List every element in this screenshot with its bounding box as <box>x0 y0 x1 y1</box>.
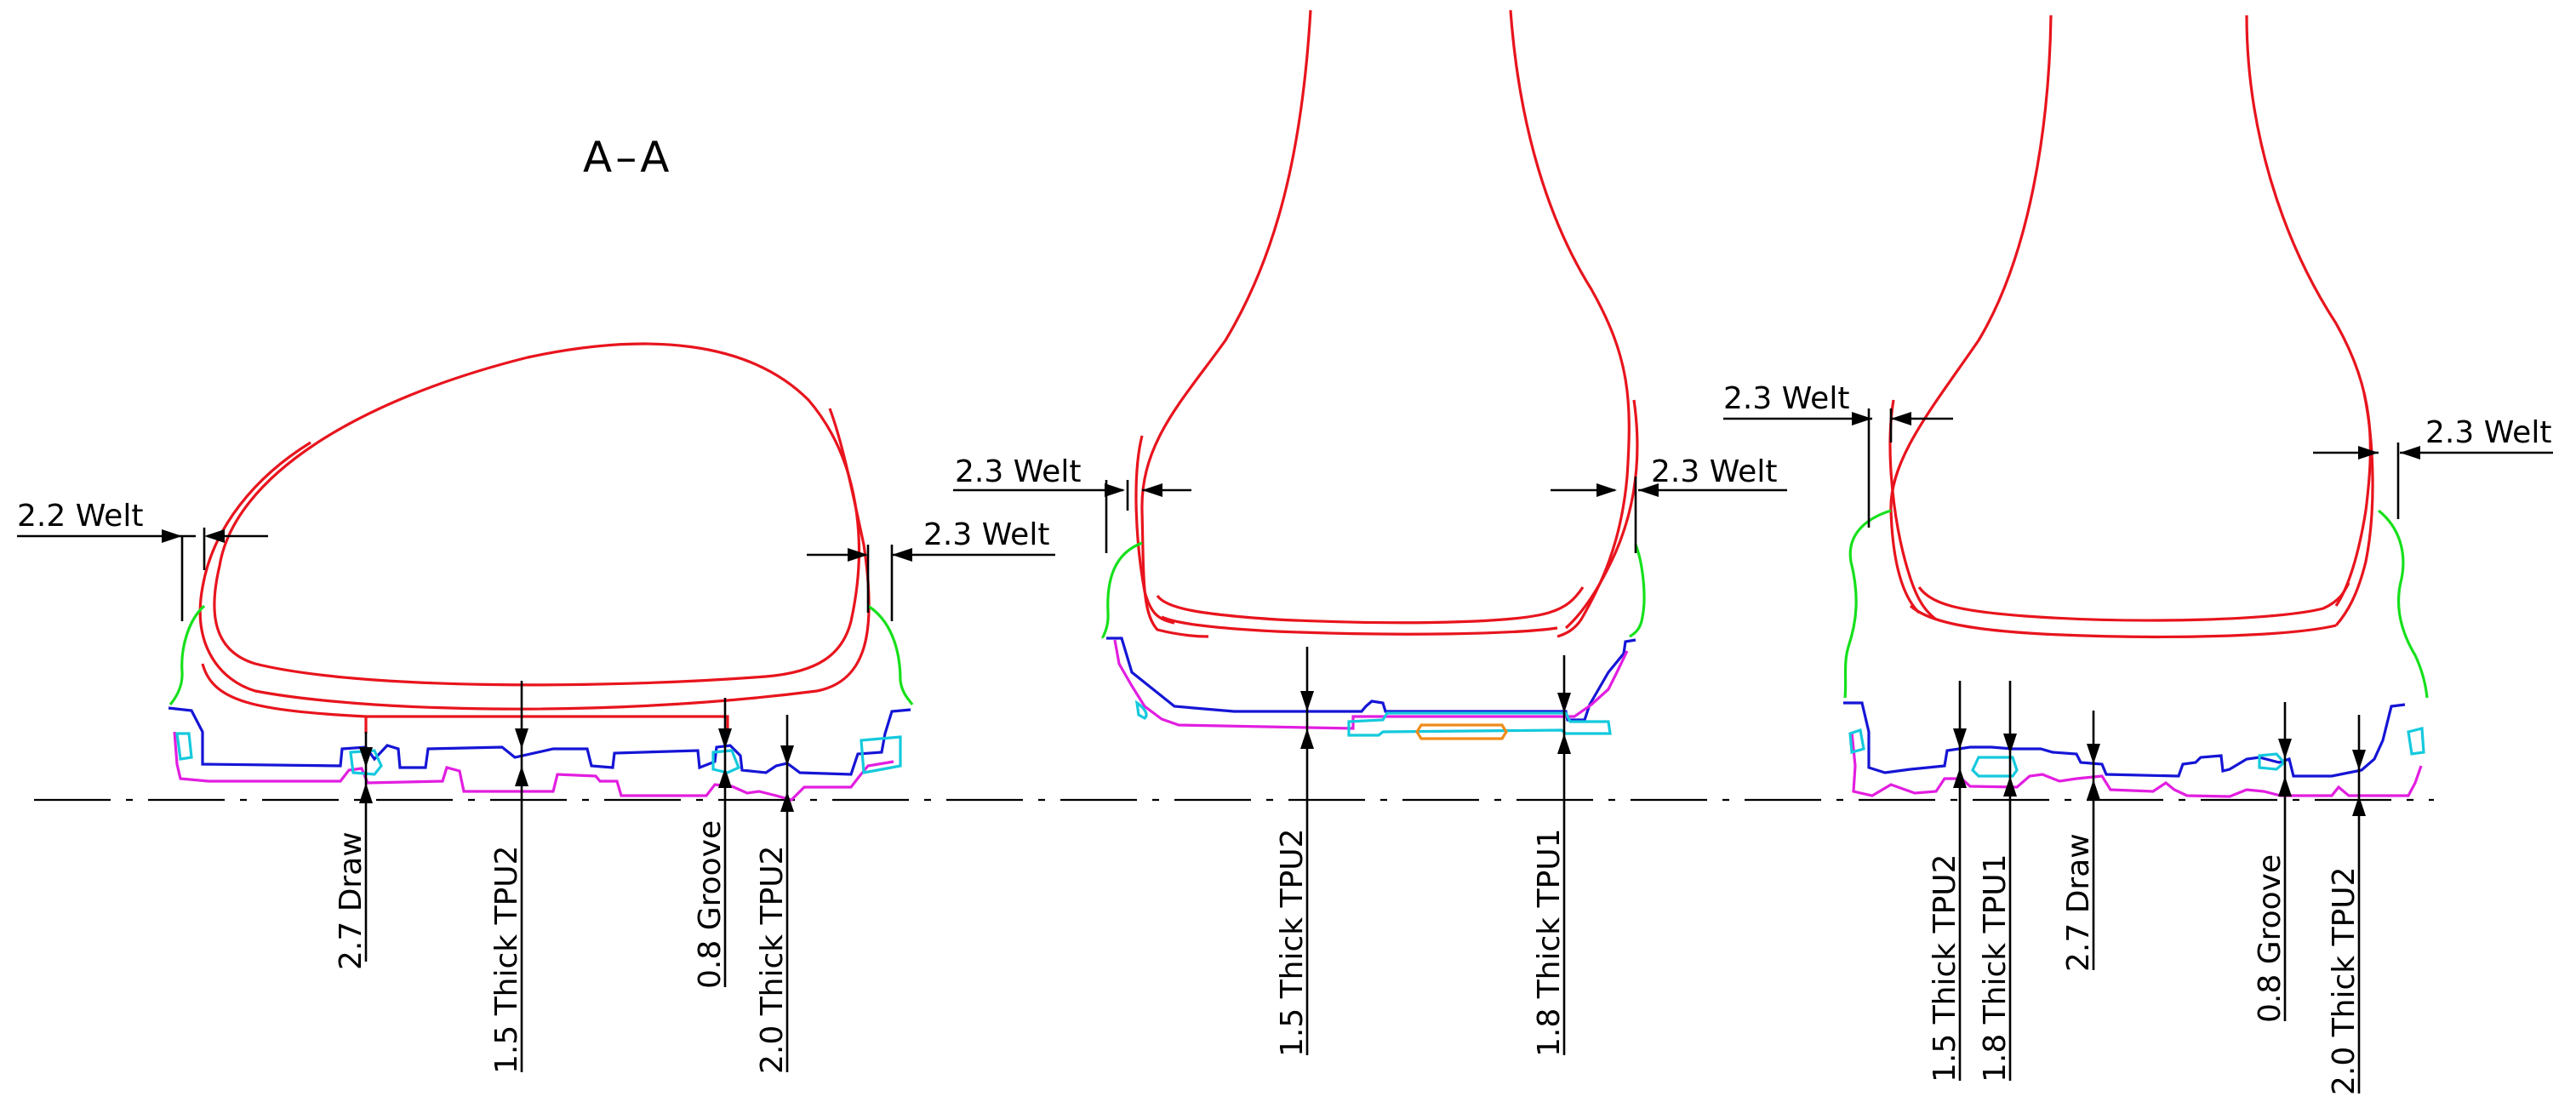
dim-arrow <box>359 783 373 803</box>
right-draw-label: 2.7 Draw <box>2061 833 2096 972</box>
dim-arrow <box>2087 744 2100 764</box>
left-insert-3 <box>860 735 902 774</box>
dim-arrow <box>1557 693 1571 713</box>
right-thick2-label: 1.8 Thick TPU1 <box>1978 854 2013 1082</box>
left-draw-label: 2.7 Draw <box>334 831 368 970</box>
right-welt-left <box>1843 509 1892 699</box>
right-thick1-label: 1.5 Thick TPU2 <box>1928 854 1962 1082</box>
left-insert-4 <box>175 732 193 761</box>
dim-arrow <box>162 529 182 543</box>
right-section-view: 2.3 Welt 2.3 Welt 1.5 Thick TPU2 1.8 Thi… <box>1723 14 2553 1095</box>
left-upper-inner <box>213 342 860 687</box>
dim-arrow <box>718 728 732 749</box>
right-insert-3 <box>1848 728 1865 755</box>
middle-welt-right <box>1629 544 1646 638</box>
dim-arrow <box>892 548 912 562</box>
middle-midsole <box>1106 637 1636 722</box>
middle-upper-left-outer <box>1140 9 1312 638</box>
dim-arrow <box>1852 412 1872 425</box>
dim-arrow <box>1953 728 1967 749</box>
dim-arrow <box>2003 734 2017 754</box>
dim-arrow <box>2358 446 2379 460</box>
middle-insert-1 <box>1347 711 1612 737</box>
dim-arrow <box>2003 776 2017 797</box>
middle-thick1-label: 1.5 Thick TPU2 <box>1275 828 1310 1057</box>
middle-thick2-label: 1.8 Thick TPU1 <box>1532 828 1567 1057</box>
dim-arrow <box>2400 446 2420 460</box>
dim-arrow <box>1300 728 1314 749</box>
dim-arrow <box>848 548 868 562</box>
right-insert-4 <box>2407 726 2425 756</box>
dim-arrow <box>1638 483 1659 497</box>
dim-arrow <box>1557 734 1571 754</box>
dim-arrow <box>1142 483 1162 497</box>
middle-welt-right-label: 2.3 Welt <box>1651 454 1777 489</box>
dim-arrow <box>1596 483 1617 497</box>
right-midsole <box>1843 701 2406 778</box>
section-title: A–A <box>583 133 672 182</box>
dim-arrow <box>204 529 225 543</box>
right-upper-left-inner <box>1888 399 1937 621</box>
middle-welt-left <box>1101 541 1143 639</box>
left-outsole <box>173 731 894 802</box>
middle-outsole <box>1113 639 1629 730</box>
dim-arrow <box>2352 796 2366 816</box>
left-insert-2 <box>711 749 741 774</box>
dim-arrow <box>718 768 732 788</box>
right-groove-label: 0.8 Groove <box>2253 854 2288 1023</box>
left-welt-right-label: 2.3 Welt <box>923 517 1049 552</box>
dim-arrow <box>2278 776 2292 797</box>
right-insert-1 <box>1971 756 2019 778</box>
dim-arrow <box>1891 412 1911 425</box>
left-thick1-label: 1.5 Thick TPU2 <box>489 845 524 1074</box>
right-upper-left-outer <box>1889 14 2053 614</box>
right-upper-right-outer <box>2245 14 2372 607</box>
right-outsole <box>1850 731 2423 798</box>
left-upper-outer <box>198 408 871 711</box>
left-welt-left-label: 2.2 Welt <box>17 499 143 534</box>
middle-upper-left-inner <box>1134 435 1175 625</box>
middle-shank <box>1415 723 1508 740</box>
right-upper-bottom <box>1917 582 2350 622</box>
dim-arrow <box>2278 739 2292 759</box>
dim-arrow <box>359 747 373 768</box>
dim-arrow <box>515 766 528 786</box>
middle-upper-bottom-2 <box>1161 615 1558 636</box>
dim-arrow <box>2352 750 2366 770</box>
dim-arrow <box>780 745 794 766</box>
right-insert-2 <box>2258 752 2287 771</box>
dim-arrow <box>1300 691 1314 711</box>
dim-arrow <box>1953 768 1967 788</box>
dim-arrow <box>780 791 794 812</box>
middle-upper-bottom <box>1156 586 1585 625</box>
right-welt-left-label: 2.3 Welt <box>1723 381 1849 416</box>
left-thick2-label: 2.0 Thick TPU2 <box>755 845 790 1074</box>
left-welt-right <box>867 604 914 705</box>
right-thick3-label: 2.0 Thick TPU2 <box>2327 866 2362 1095</box>
right-welt-right <box>2377 509 2429 699</box>
left-midsole <box>168 706 911 776</box>
right-upper-right-inner <box>2334 392 2374 627</box>
middle-insert-2 <box>1134 699 1148 720</box>
left-groove-label: 0.8 Groove <box>693 820 728 989</box>
dim-arrow <box>1105 483 1125 497</box>
middle-upper-right-outer <box>1509 9 1631 638</box>
left-section-view: 2.2 Welt 2.3 Welt 2.7 Draw 1.5 Thick TPU… <box>17 342 1055 1074</box>
middle-welt-left-label: 2.3 Welt <box>955 454 1081 489</box>
middle-upper-right-inner <box>1564 399 1639 630</box>
left-last-bottom <box>201 663 729 734</box>
middle-section-view: 2.3 Welt 2.3 Welt 1.5 Thick TPU2 1.8 Thi… <box>953 9 1787 1057</box>
right-upper-bottom-2 <box>1909 604 2337 639</box>
left-welt-left <box>168 604 206 706</box>
dim-arrow <box>515 728 528 749</box>
right-welt-right-label: 2.3 Welt <box>2425 415 2551 450</box>
dim-arrow <box>2087 779 2100 800</box>
